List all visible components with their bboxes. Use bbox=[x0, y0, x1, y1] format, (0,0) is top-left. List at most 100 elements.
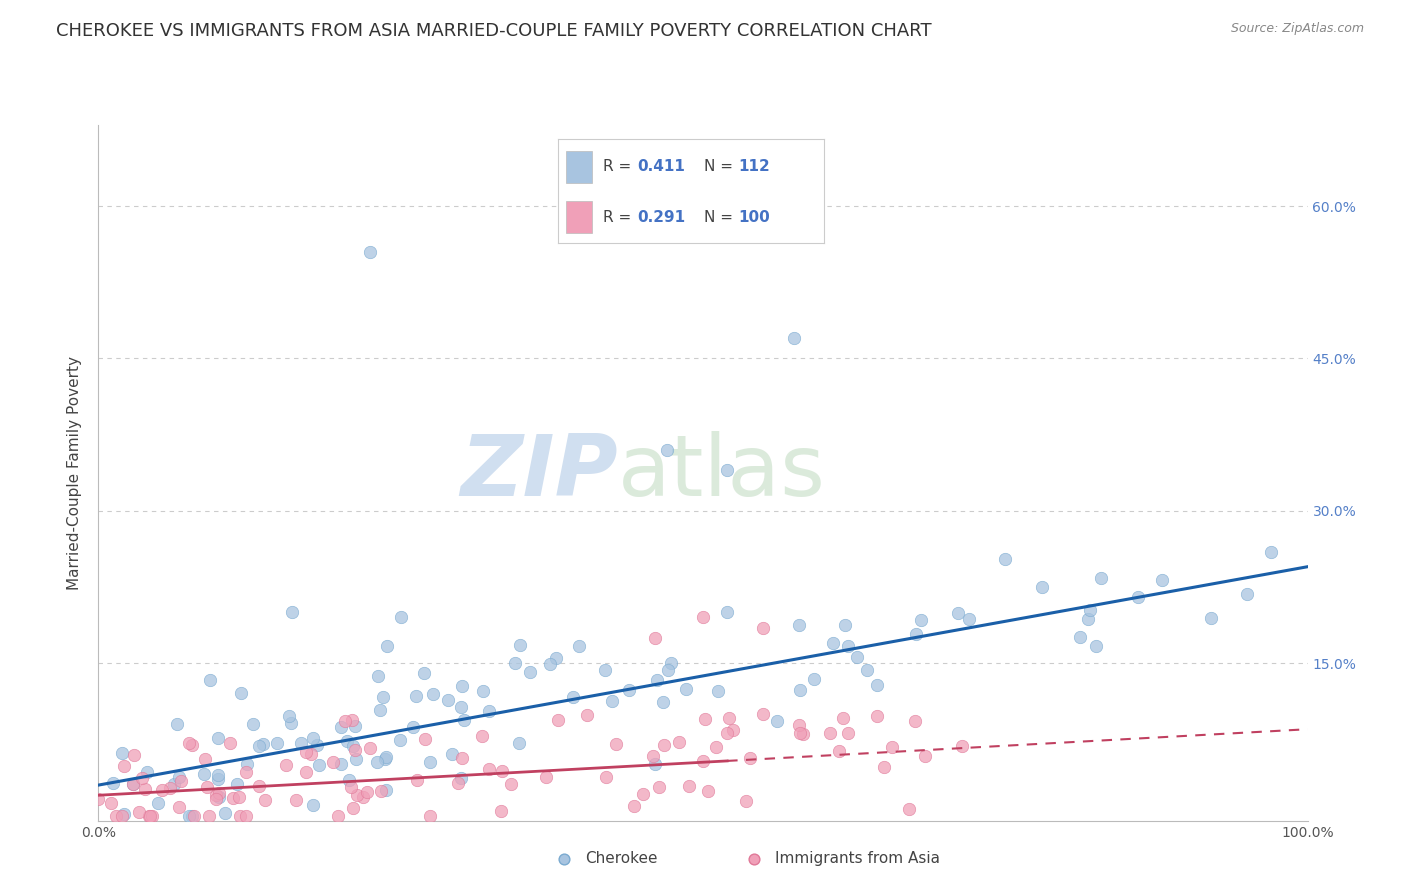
Point bbox=[247, 739, 270, 753]
Point bbox=[866, 678, 889, 692]
Point bbox=[547, 713, 569, 727]
Point bbox=[229, 808, 252, 822]
Point bbox=[280, 716, 302, 731]
Point bbox=[787, 718, 810, 732]
Point bbox=[193, 767, 215, 781]
Point bbox=[519, 665, 541, 680]
Point bbox=[111, 746, 134, 760]
Point bbox=[405, 689, 427, 703]
Point bbox=[219, 736, 242, 750]
Point bbox=[631, 788, 654, 802]
Point bbox=[491, 805, 513, 819]
Point bbox=[441, 747, 464, 762]
Point bbox=[208, 786, 231, 800]
Point bbox=[406, 773, 429, 788]
Point bbox=[692, 755, 714, 769]
Point bbox=[112, 758, 135, 772]
Point bbox=[623, 799, 645, 814]
Point bbox=[693, 712, 716, 726]
Point bbox=[451, 750, 474, 764]
Point bbox=[308, 758, 330, 772]
Point bbox=[723, 723, 745, 737]
Point bbox=[337, 772, 360, 787]
Point bbox=[100, 796, 122, 810]
Point bbox=[898, 802, 921, 816]
Point bbox=[205, 789, 228, 803]
Point bbox=[509, 638, 531, 652]
Point bbox=[197, 808, 219, 822]
Point bbox=[600, 694, 623, 708]
Point bbox=[553, 851, 575, 865]
Point bbox=[1084, 639, 1107, 653]
Point bbox=[402, 720, 425, 734]
Point bbox=[242, 716, 264, 731]
Point bbox=[692, 610, 714, 624]
Point bbox=[128, 805, 150, 819]
Point bbox=[1152, 573, 1174, 587]
Point bbox=[121, 777, 143, 791]
Point bbox=[706, 684, 728, 698]
Text: Cherokee: Cherokee bbox=[585, 851, 658, 866]
Point bbox=[561, 690, 583, 704]
Point bbox=[295, 765, 318, 780]
Point bbox=[832, 711, 855, 725]
Point bbox=[335, 714, 357, 728]
Point bbox=[356, 785, 378, 799]
Point bbox=[740, 751, 762, 765]
Point bbox=[197, 780, 219, 795]
Point bbox=[159, 781, 181, 796]
Point bbox=[957, 612, 980, 626]
Y-axis label: Married-Couple Family Poverty: Married-Couple Family Poverty bbox=[67, 356, 83, 590]
Point bbox=[277, 709, 299, 723]
Point bbox=[675, 682, 697, 697]
Text: CHEROKEE VS IMMIGRANTS FROM ASIA MARRIED-COUPLE FAMILY POVERTY CORRELATION CHART: CHEROKEE VS IMMIGRANTS FROM ASIA MARRIED… bbox=[56, 22, 932, 40]
Point bbox=[994, 552, 1017, 566]
Point bbox=[375, 783, 398, 797]
Point bbox=[657, 663, 679, 677]
Point bbox=[641, 748, 664, 763]
Point bbox=[1077, 612, 1099, 626]
Point bbox=[344, 752, 367, 766]
Point bbox=[1128, 590, 1150, 604]
Point bbox=[704, 739, 727, 754]
Point bbox=[605, 737, 627, 751]
Point bbox=[645, 673, 668, 687]
Point bbox=[1090, 571, 1112, 585]
Point bbox=[169, 773, 191, 788]
Point bbox=[652, 738, 675, 752]
Point bbox=[644, 756, 666, 771]
Point bbox=[305, 738, 328, 752]
Point bbox=[360, 244, 382, 259]
Point bbox=[914, 748, 936, 763]
Point bbox=[228, 790, 250, 805]
Point bbox=[450, 771, 472, 785]
Point bbox=[388, 732, 411, 747]
Point bbox=[659, 656, 682, 670]
Point bbox=[546, 650, 568, 665]
Point bbox=[346, 789, 368, 803]
Point bbox=[782, 331, 804, 345]
Point bbox=[696, 784, 718, 798]
Point bbox=[419, 808, 441, 822]
Point bbox=[181, 738, 204, 752]
Point bbox=[716, 463, 738, 477]
Point bbox=[752, 621, 775, 635]
Point bbox=[447, 775, 470, 789]
Point bbox=[352, 790, 374, 805]
Point bbox=[150, 782, 173, 797]
Point bbox=[595, 663, 617, 677]
Point bbox=[342, 801, 364, 815]
Point bbox=[389, 610, 412, 624]
Point bbox=[111, 808, 134, 822]
Point bbox=[225, 777, 247, 791]
Point bbox=[235, 757, 257, 772]
Text: atlas: atlas bbox=[619, 431, 827, 515]
Point bbox=[499, 777, 522, 791]
Point bbox=[837, 726, 859, 740]
Point bbox=[326, 808, 349, 822]
Point bbox=[818, 726, 841, 740]
Point bbox=[138, 808, 160, 822]
Point bbox=[648, 780, 671, 795]
Point bbox=[866, 709, 889, 723]
Point bbox=[644, 631, 666, 645]
